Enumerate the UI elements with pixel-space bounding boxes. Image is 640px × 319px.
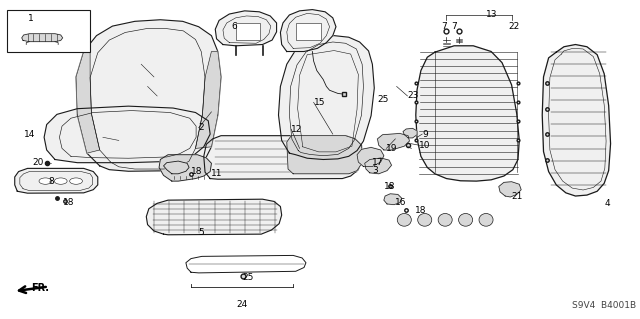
Text: 18: 18 xyxy=(415,206,426,215)
Text: 14: 14 xyxy=(24,130,36,138)
Text: 2: 2 xyxy=(198,123,204,132)
Polygon shape xyxy=(204,136,362,179)
Polygon shape xyxy=(44,106,210,163)
Polygon shape xyxy=(403,128,417,138)
Polygon shape xyxy=(287,136,362,174)
Polygon shape xyxy=(164,161,189,174)
Ellipse shape xyxy=(418,213,432,226)
Polygon shape xyxy=(280,10,336,51)
Polygon shape xyxy=(186,256,306,273)
Polygon shape xyxy=(76,51,100,153)
Text: 18: 18 xyxy=(63,198,75,207)
Polygon shape xyxy=(76,20,221,171)
Text: 12: 12 xyxy=(291,125,303,134)
Polygon shape xyxy=(147,199,282,235)
Ellipse shape xyxy=(459,213,472,226)
Ellipse shape xyxy=(438,213,452,226)
Polygon shape xyxy=(22,34,63,42)
Text: S9V4  B4001B: S9V4 B4001B xyxy=(572,301,636,310)
Text: 21: 21 xyxy=(511,191,523,201)
Ellipse shape xyxy=(479,213,493,226)
Text: 25: 25 xyxy=(378,95,389,104)
Text: 11: 11 xyxy=(211,169,223,178)
Text: 5: 5 xyxy=(198,228,204,237)
Text: 22: 22 xyxy=(508,22,520,31)
Circle shape xyxy=(54,178,67,184)
Circle shape xyxy=(70,178,83,184)
Polygon shape xyxy=(384,194,402,204)
Text: 25: 25 xyxy=(242,273,253,282)
Bar xyxy=(7,10,90,51)
Polygon shape xyxy=(542,45,611,196)
Polygon shape xyxy=(278,36,374,160)
Polygon shape xyxy=(378,133,410,150)
Text: 8: 8 xyxy=(49,177,54,186)
Polygon shape xyxy=(195,51,221,148)
Polygon shape xyxy=(215,11,276,46)
Text: 15: 15 xyxy=(314,98,325,107)
Text: FR.: FR. xyxy=(31,283,49,293)
Ellipse shape xyxy=(397,213,412,226)
Text: 13: 13 xyxy=(486,11,497,19)
Text: 3: 3 xyxy=(372,166,378,175)
Text: 24: 24 xyxy=(236,300,248,308)
Text: 20: 20 xyxy=(33,158,44,167)
Polygon shape xyxy=(416,46,519,181)
Text: 18: 18 xyxy=(191,167,202,176)
Polygon shape xyxy=(15,168,98,193)
Text: 1: 1 xyxy=(28,14,34,23)
Text: 19: 19 xyxy=(387,144,398,153)
Polygon shape xyxy=(365,158,392,174)
Circle shape xyxy=(39,178,52,184)
Text: 7: 7 xyxy=(451,22,457,31)
Text: 17: 17 xyxy=(372,158,384,167)
Text: 16: 16 xyxy=(396,198,407,207)
Polygon shape xyxy=(159,155,211,181)
Bar xyxy=(236,23,260,41)
Text: 4: 4 xyxy=(604,199,610,208)
Text: 18: 18 xyxy=(384,182,396,191)
Polygon shape xyxy=(357,147,384,167)
Bar xyxy=(296,23,321,41)
Text: 6: 6 xyxy=(231,22,237,31)
Text: 23: 23 xyxy=(408,92,419,100)
Text: 7: 7 xyxy=(442,22,447,31)
Text: 10: 10 xyxy=(419,141,431,150)
Polygon shape xyxy=(499,182,521,197)
Text: 9: 9 xyxy=(422,130,428,138)
